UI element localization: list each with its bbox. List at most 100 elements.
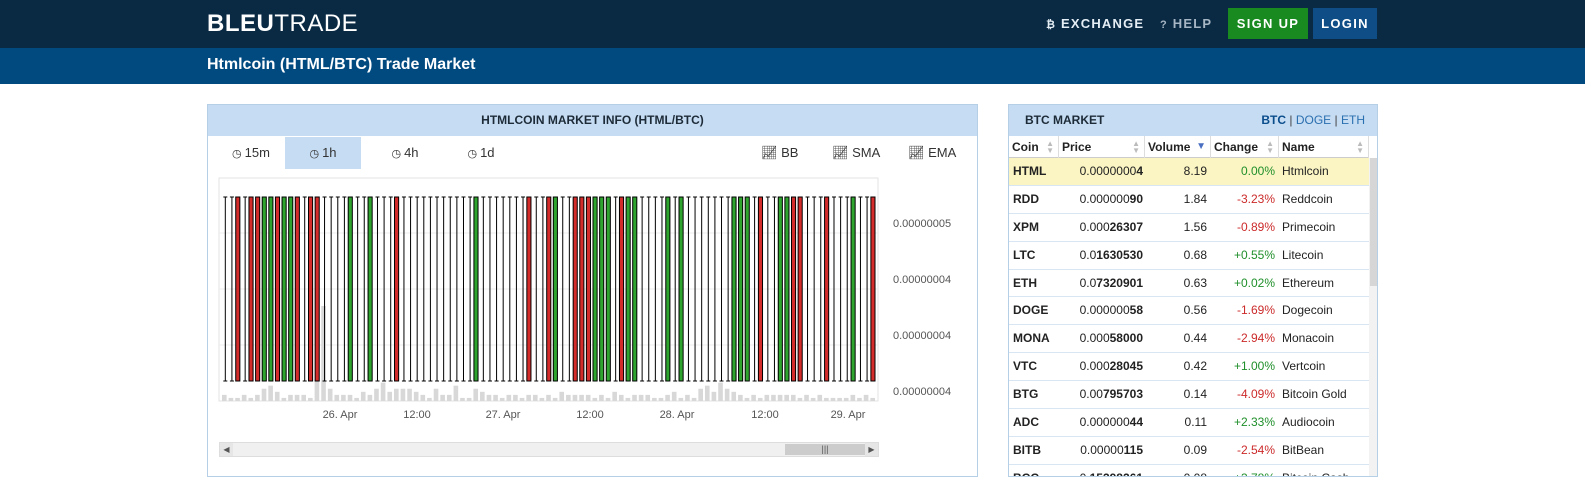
- table-row[interactable]: RDD 0.00000090 1.84 -3.23% Reddcoin: [1009, 186, 1369, 214]
- table-row[interactable]: HTML 0.00000004 8.19 0.00% Htmlcoin: [1009, 158, 1369, 186]
- coin-name: Vertcoin: [1282, 359, 1326, 374]
- coin-price: 0.07320901: [1059, 270, 1143, 297]
- column-header-volume[interactable]: Volume ▼: [1145, 136, 1211, 158]
- price-significant: 28045: [1109, 359, 1143, 374]
- x-axis-tick-label: 12:00: [403, 409, 431, 421]
- price-chart[interactable]: 0.00000005 0.00000004 0.00000004 0.00000004…: [218, 177, 978, 422]
- column-header-price[interactable]: Price ▲ ▼: [1059, 136, 1145, 158]
- volume-bar: [559, 391, 565, 401]
- price-prefix: 0.00000: [1080, 442, 1124, 457]
- column-header-name[interactable]: Name ▲ ▼: [1279, 136, 1369, 158]
- login-button[interactable]: LOGIN: [1313, 8, 1377, 39]
- volume-bar: [486, 394, 492, 401]
- timeframe-15m-button[interactable]: ◷ 15m: [214, 137, 288, 169]
- table-row[interactable]: BCC 0.15398261 0.08 +3.78% Bitcoin Cash: [1009, 465, 1369, 476]
- market-table-body: HTML 0.00000004 8.19 0.00% Htmlcoin RDD 0.0000…: [1009, 158, 1369, 476]
- nav-help-link[interactable]: ? HELP: [1160, 16, 1212, 31]
- price-significant: 58000: [1109, 331, 1143, 346]
- column-header-change[interactable]: Change ▲ ▼: [1211, 136, 1279, 158]
- coin-volume: 0.11: [1184, 415, 1207, 430]
- volume-bar: [718, 382, 723, 401]
- coin-volume: 0.42: [1183, 359, 1207, 374]
- sign-up-button[interactable]: SIGN UP: [1228, 8, 1308, 39]
- price-significant: 795703: [1102, 387, 1143, 402]
- scroll-thumb[interactable]: |||: [785, 444, 865, 455]
- scroll-thumb[interactable]: [1370, 158, 1377, 286]
- coin-volume: 0.09: [1183, 442, 1207, 457]
- volume-bar: [519, 397, 525, 401]
- table-row[interactable]: XPM 0.00026307 1.56 -0.89% Primecoin: [1009, 214, 1369, 242]
- candle-up: [777, 196, 783, 382]
- volume-bar: [685, 394, 690, 401]
- coin-symbol: BCC: [1013, 465, 1039, 476]
- table-row[interactable]: BITB 0.00000115 0.09 -2.54% BitBean: [1009, 437, 1369, 465]
- volume-bar: [347, 394, 353, 401]
- nav-exchange-link[interactable]: ₿ EXCHANGE: [1046, 16, 1144, 31]
- volume-bar: [539, 397, 545, 401]
- indicator-bb-button[interactable]: 📈︎ BB: [761, 137, 798, 169]
- volume-bar: [480, 391, 485, 401]
- table-row[interactable]: VTC 0.00028045 0.42 +1.00% Vertcoin: [1009, 353, 1369, 382]
- volume-bar: [850, 394, 856, 401]
- table-row[interactable]: DOGE 0.00000058 0.56 -1.69% Dogecoin: [1009, 297, 1369, 326]
- market-table-header: Coin ▲ ▼ Price ▲ ▼ Volume ▼ Change ▲ ▼ Name ▲ ▼: [1009, 136, 1369, 158]
- market-link-btc[interactable]: BTC: [1261, 113, 1287, 127]
- coin-symbol: HTML: [1013, 164, 1047, 178]
- timeframe-1h-button[interactable]: ◷ 1h: [285, 137, 361, 169]
- candle-down: [248, 196, 254, 382]
- timeframe-1d-button[interactable]: ◷ 1d: [444, 137, 518, 169]
- market-table-scrollbar[interactable]: [1369, 158, 1377, 476]
- coin-change: +3.78%: [1211, 465, 1275, 476]
- table-row[interactable]: LTC 0.01630530 0.68 +0.55% Litecoin: [1009, 242, 1369, 270]
- volume-bar: [870, 397, 875, 401]
- coin-symbol: ETH: [1013, 275, 1037, 290]
- table-row[interactable]: BTG 0.00795703 0.14 -4.09% Bitcoin Gold: [1009, 381, 1369, 410]
- coin-price: 0.00000044: [1059, 409, 1143, 436]
- x-axis-tick-label: 29. Apr: [831, 409, 866, 421]
- question-icon: ?: [1160, 19, 1168, 31]
- volume-bar: [360, 391, 366, 401]
- coin-name: Dogecoin: [1282, 303, 1333, 318]
- volume-bar: [751, 394, 756, 401]
- price-prefix: 0.000: [1079, 331, 1110, 346]
- market-link-eth[interactable]: ETH: [1341, 113, 1365, 127]
- coin-price: 0.00000058: [1059, 297, 1143, 324]
- scroll-left-icon[interactable]: ◀: [220, 443, 233, 456]
- table-row[interactable]: MONA 0.00058000 0.44 -2.94% Monacoin: [1009, 325, 1369, 354]
- volume-bar: [281, 397, 287, 401]
- coin-name: Litecoin: [1282, 247, 1324, 262]
- chart-navigator-scrollbar[interactable]: ◀ ||| ▶: [219, 442, 879, 457]
- candle-up: [473, 196, 479, 382]
- table-row[interactable]: ADC 0.00000044 0.11 +2.33% Audiocoin: [1009, 409, 1369, 437]
- volume-bar: [374, 388, 379, 401]
- market-link-doge[interactable]: DOGE: [1295, 113, 1332, 127]
- sort-icon: ▲ ▼: [1266, 139, 1274, 155]
- volume-bar: [830, 397, 836, 401]
- volume-bar: [837, 397, 842, 401]
- volume-bar: [738, 394, 743, 401]
- sort-icon: ▲ ▼: [1132, 139, 1140, 155]
- timeframe-4h-button[interactable]: ◷ 4h: [368, 137, 442, 169]
- y-axis-tick-label: 0.00000004: [893, 330, 951, 342]
- candle-down: [790, 196, 797, 382]
- bitcoin-icon: ₿: [1046, 19, 1057, 31]
- volume-bar: [235, 397, 240, 401]
- coin-name: Bitcoin Cash: [1282, 465, 1349, 476]
- volume-bar: [427, 397, 432, 401]
- coin-price: 0.00028045: [1059, 353, 1143, 380]
- scroll-right-icon[interactable]: ▶: [865, 443, 878, 456]
- price-prefix: 0.000000: [1079, 191, 1130, 206]
- coin-symbol: BITB: [1013, 442, 1041, 457]
- volume-bar: [387, 391, 393, 401]
- candle-down: [797, 196, 803, 382]
- column-header-coin[interactable]: Coin ▲ ▼: [1009, 136, 1059, 158]
- bleutrade-logo[interactable]: BLEUTRADE: [207, 10, 358, 38]
- indicator-sma-button[interactable]: 📈︎ SMA: [832, 137, 880, 169]
- table-row[interactable]: ETH 0.07320901 0.63 +0.02% Ethereum: [1009, 270, 1369, 298]
- volume-bar: [308, 397, 313, 401]
- volume-bar: [400, 388, 406, 401]
- indicator-ema-button[interactable]: 📈︎ EMA: [908, 137, 956, 169]
- coin-volume: 0.56: [1183, 303, 1207, 318]
- volume-bar: [228, 397, 234, 401]
- price-prefix: 0.0000000: [1079, 164, 1137, 178]
